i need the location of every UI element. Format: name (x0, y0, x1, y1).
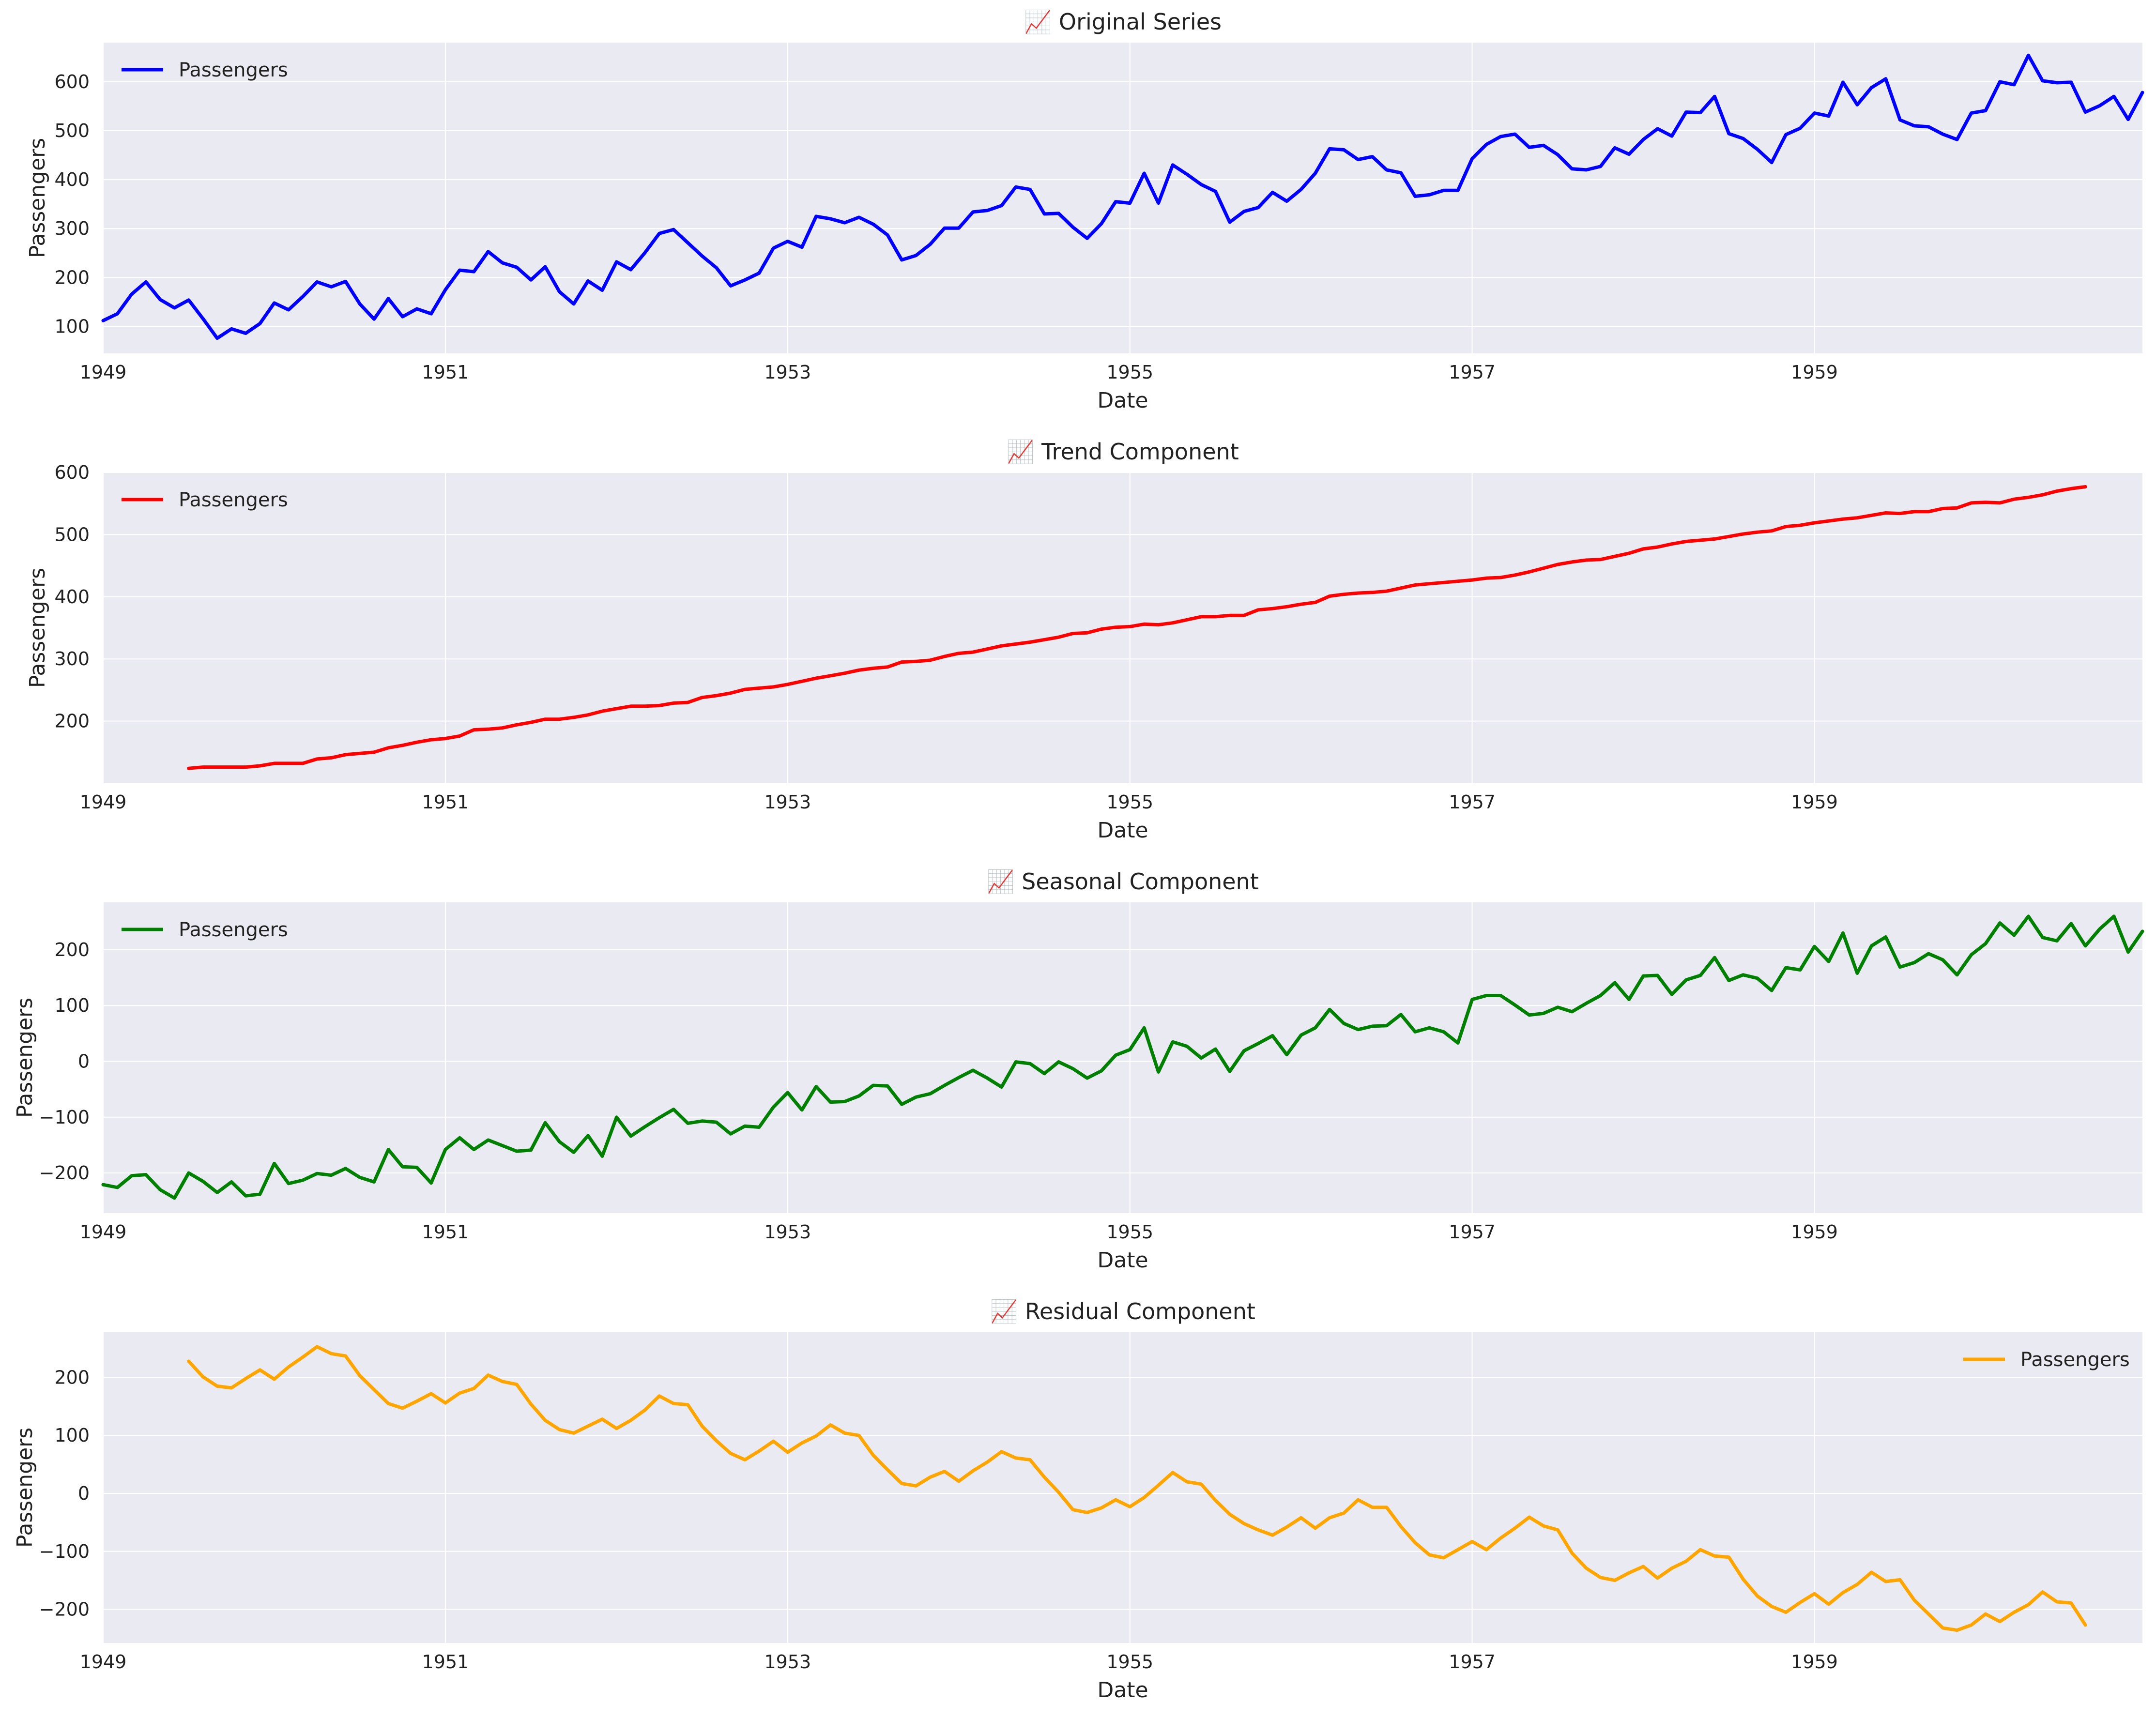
panel-1-x-tick-label: 1953 (764, 362, 811, 383)
panel-1-x-tick-label: 1949 (80, 362, 127, 383)
panel-4-legend: Passengers (1963, 1349, 2130, 1371)
panel-3-y-tick-label: 0 (78, 1050, 90, 1072)
panel-3-x-tick-label: 1953 (764, 1221, 811, 1243)
panel-1-series-line (101, 53, 2144, 340)
panel-1-x-tick-label: 1955 (1106, 362, 1153, 383)
panel-1-legend: Passengers (122, 59, 288, 81)
panel-1-x-tick-label: 1959 (1791, 362, 1838, 383)
panel-3-y-tick-label: −100 (39, 1107, 90, 1128)
panel-4-y-tick-label: 0 (78, 1483, 90, 1504)
panel-2-x-axis-label: Date (1097, 818, 1148, 843)
panel-2-y-tick-label: 200 (54, 711, 90, 732)
panel-1-y-tick-label: 600 (54, 71, 90, 92)
panel-3-series-line (101, 914, 2144, 1200)
panel-2-legend-label: Passengers (179, 489, 288, 511)
panel-2-y-tick-label: 600 (54, 462, 90, 483)
panel-3-legend: Passengers (122, 919, 288, 941)
panel-2-y-tick-label: 300 (54, 648, 90, 669)
panel-1-title: 📈 Original Series (1024, 9, 1222, 35)
panel-3: 1949 1951 1953 1955 1957 1959 −200 −100 0 100 200 📈… (13, 868, 2144, 1273)
panel-4-plot-area (103, 1332, 2142, 1643)
panel-3-y-tick-label: 100 (54, 995, 90, 1016)
panel-1-x-tick-label: 1951 (422, 362, 469, 383)
panel-4-y-axis-label: Passengers (13, 1428, 37, 1548)
panel-2-series-line (187, 485, 2087, 770)
panel-3-x-tick-label: 1955 (1106, 1221, 1153, 1243)
panel-2-x-tick-label: 1949 (80, 791, 127, 813)
panel-1-y-tick-label: 200 (54, 267, 90, 288)
panel-3-x-tick-label: 1949 (80, 1221, 127, 1243)
panel-2-x-tick-label: 1955 (1106, 791, 1153, 813)
panel-2-x-tick-label: 1953 (764, 791, 811, 813)
panel-3-x-tick-label: 1951 (422, 1221, 469, 1243)
panel-1-y-tick-label: 500 (54, 120, 90, 141)
panel-2-legend: Passengers (122, 489, 288, 511)
panel-1-y-tick-label: 300 (54, 218, 90, 239)
panel-1-y-tick-label: 100 (54, 316, 90, 337)
panel-4-x-tick-label: 1951 (422, 1651, 469, 1673)
panel-2-title: 📈 Trend Component (1007, 439, 1239, 465)
panel-4-x-tick-label: 1949 (80, 1651, 127, 1673)
panel-3-plot-area (103, 902, 2142, 1213)
panel-3-x-tick-label: 1957 (1449, 1221, 1496, 1243)
panel-2-y-tick-label: 400 (54, 586, 90, 608)
panel-3-legend-label: Passengers (179, 919, 288, 941)
panel-4-title: 📈 Residual Component (990, 1298, 1255, 1324)
panel-4-series-line (187, 1345, 2087, 1632)
panel-3-title: 📈 Seasonal Component (987, 868, 1259, 895)
panel-2-y-tick-label: 500 (54, 524, 90, 545)
panel-2: 1949 1951 1953 1955 1957 1959 200 300 400 500 600 📈… (25, 439, 2142, 843)
panel-2-y-axis-label: Passengers (25, 568, 50, 688)
panel-4-legend-label: Passengers (2020, 1349, 2130, 1371)
panel-1-plot-area (103, 43, 2142, 353)
panel-3-x-axis-label: Date (1097, 1248, 1148, 1273)
panel-4-x-tick-label: 1955 (1106, 1651, 1153, 1673)
panel-4-y-tick-label: 200 (54, 1367, 90, 1388)
panel-3-y-tick-label: 200 (54, 939, 90, 960)
panel-4-x-tick-label: 1959 (1791, 1651, 1838, 1673)
panel-1-x-tick-label: 1957 (1449, 362, 1496, 383)
panel-4-x-tick-label: 1953 (764, 1651, 811, 1673)
panel-2-x-tick-label: 1959 (1791, 791, 1838, 813)
panel-4-y-tick-label: 100 (54, 1425, 90, 1446)
panel-2-x-tick-label: 1951 (422, 791, 469, 813)
panel-4-y-tick-label: −200 (39, 1599, 90, 1620)
panel-4-x-tick-label: 1957 (1449, 1651, 1496, 1673)
panel-1-y-axis-label: Passengers (25, 138, 50, 258)
panel-2-x-tick-label: 1957 (1449, 791, 1496, 813)
panel-4-y-tick-label: −100 (39, 1541, 90, 1562)
panel-3-y-tick-label: −200 (39, 1162, 90, 1184)
panel-1: 1949 1951 1953 1955 1957 1959 100 200 300 400 500 6… (25, 9, 2144, 413)
panel-4: 1949 1951 1953 1955 1957 1959 −200 −100 0 100 200 📈… (13, 1298, 2142, 1703)
panel-1-legend-label: Passengers (179, 59, 288, 81)
panel-3-x-tick-label: 1959 (1791, 1221, 1838, 1243)
panel-3-y-axis-label: Passengers (13, 998, 37, 1118)
panel-1-y-tick-label: 400 (54, 169, 90, 190)
panel-1-x-axis-label: Date (1097, 388, 1148, 413)
panel-4-x-axis-label: Date (1097, 1678, 1148, 1703)
